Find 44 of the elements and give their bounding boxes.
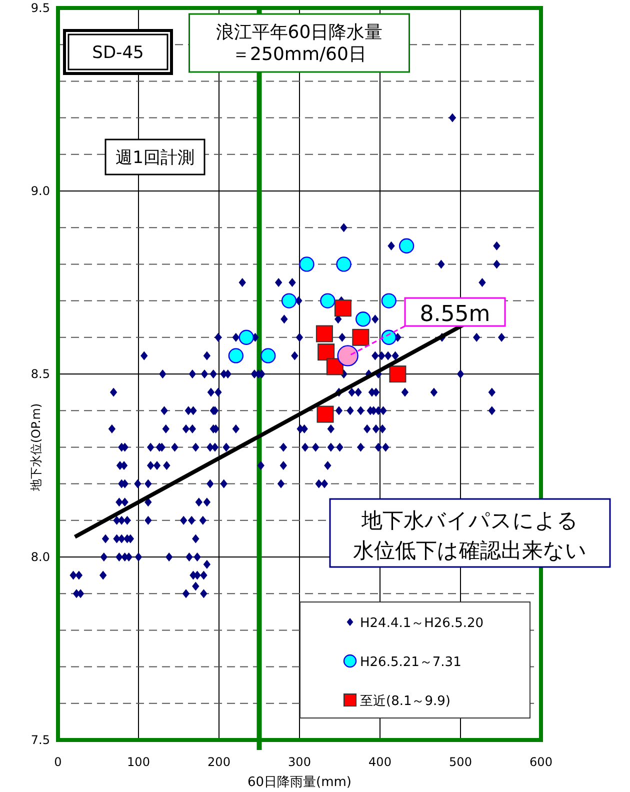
legend-label: 至近(8.1～9.9) xyxy=(360,694,450,709)
point xyxy=(316,325,333,342)
annotation: 週1回計測 xyxy=(104,138,206,176)
point xyxy=(398,238,414,254)
annotation: 8.55m xyxy=(350,297,506,356)
point xyxy=(355,312,371,327)
point xyxy=(281,293,297,308)
point xyxy=(318,344,335,361)
ref-line-label: 浪江平年60日降水量＝250mm/60日 xyxy=(216,22,383,65)
point xyxy=(336,256,352,272)
x-tick-label: 200 xyxy=(208,755,230,769)
point xyxy=(320,293,336,308)
x-tick-label: 0 xyxy=(54,755,62,769)
y-tick-label: 7.5 xyxy=(30,733,50,747)
annotation: 週1回計測 xyxy=(116,148,194,168)
point xyxy=(352,328,370,346)
x-tick-label: 500 xyxy=(449,755,472,769)
legend-label: H26.5.21～7.31 xyxy=(360,655,462,670)
annotation: SD-45 xyxy=(63,29,173,75)
annotation: 水位低下は確認出来ない xyxy=(353,538,587,563)
point xyxy=(238,330,254,345)
point xyxy=(381,330,396,345)
y-tick-label: 8.5 xyxy=(30,367,50,381)
point xyxy=(260,348,276,364)
point xyxy=(381,293,396,308)
x-axis-title: 60日降雨量(mm) xyxy=(247,775,352,790)
annotation: SD-45 xyxy=(92,43,144,64)
point xyxy=(228,348,244,364)
legend-label: H24.4.1～H26.5.20 xyxy=(360,616,484,631)
point xyxy=(334,300,352,317)
x-tick-label: 100 xyxy=(127,755,150,769)
y-tick-label: 9.0 xyxy=(30,184,50,198)
y-tick-label: 9.5 xyxy=(30,1,50,15)
annotation: 8.55m xyxy=(420,302,490,327)
x-tick-label: 400 xyxy=(368,755,392,769)
point xyxy=(326,358,344,376)
annotation: 地下水バイパスによる xyxy=(362,508,578,533)
point xyxy=(389,366,406,382)
y-axis-title: 地下水位(OP.m) xyxy=(29,403,43,492)
x-tick-label: 600 xyxy=(530,755,552,769)
y-tick-label: 8.0 xyxy=(30,550,50,564)
x-tick-label: 300 xyxy=(288,755,311,769)
point xyxy=(316,406,334,423)
point xyxy=(299,256,314,272)
